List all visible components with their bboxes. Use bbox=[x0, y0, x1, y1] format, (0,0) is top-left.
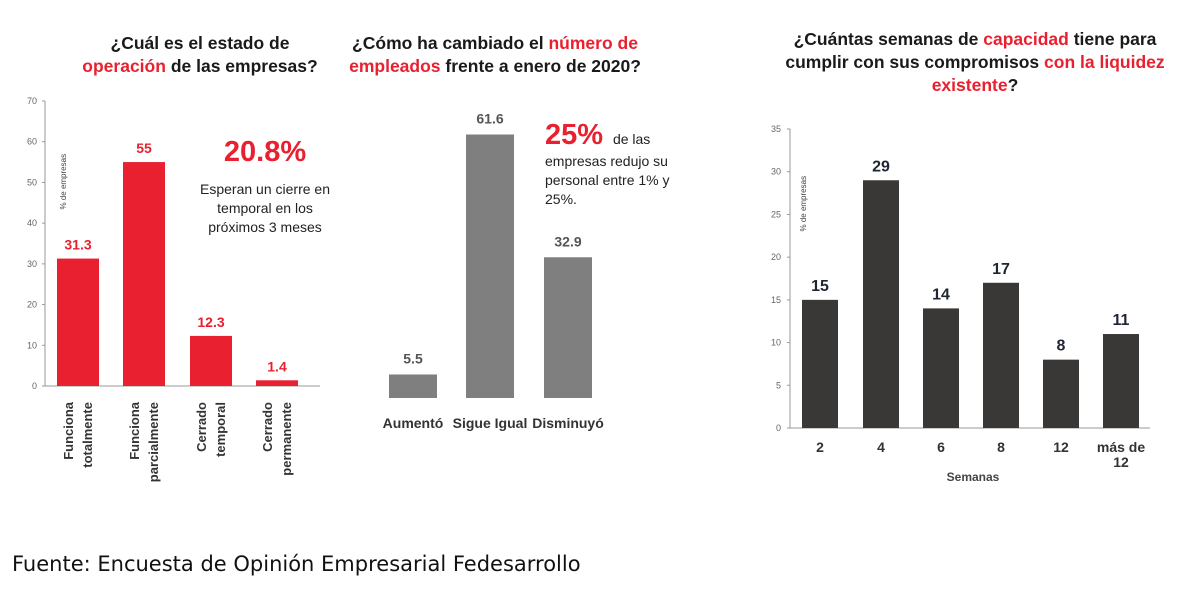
chart1-y-tick-label-4: 40 bbox=[27, 218, 37, 228]
chart2-title: ¿Cómo ha cambiado el número de empleados… bbox=[325, 32, 665, 78]
chart1-bar-3 bbox=[256, 380, 298, 386]
chart1-title-highlight: operación bbox=[82, 56, 166, 76]
chart1-title-part1: ¿Cuál es el estado de bbox=[110, 33, 290, 53]
chart1-bar-0 bbox=[57, 258, 99, 386]
chart3-y-tick-label-3: 15 bbox=[771, 295, 781, 305]
chart3-value-label-0: 15 bbox=[811, 278, 829, 295]
chart3-title-end: ? bbox=[1007, 75, 1019, 95]
chart1-y-tick-label-1: 10 bbox=[27, 340, 37, 350]
chart1-bar-2 bbox=[190, 335, 232, 386]
chart1-x-tick-label-2-0: Cerrado bbox=[194, 402, 209, 452]
chart3-bar-2 bbox=[923, 308, 959, 428]
chart3-x-axis-label: Semanas bbox=[947, 470, 1000, 484]
chart3-title-part3: tiene para cumplir con sus compromisos bbox=[785, 29, 1157, 72]
chart1-annotation-text: Esperan un cierre en temporal en los pró… bbox=[200, 181, 330, 235]
chart1-x-tick-label-3-0: Cerrado bbox=[260, 402, 275, 452]
chart3-title-highlight1: capacidad bbox=[983, 29, 1069, 49]
chart3-bar-4 bbox=[1043, 359, 1079, 428]
chart3-bar-5 bbox=[1103, 334, 1139, 428]
chart2-title-part3: frente a enero de 2020? bbox=[445, 56, 641, 76]
chart1-value-label-1: 55 bbox=[136, 140, 152, 156]
chart3-x-tick-label-5-0: más de bbox=[1097, 439, 1145, 455]
chart2-value-label-2: 32.9 bbox=[554, 233, 581, 249]
chart3-y-tick-label-5: 25 bbox=[771, 209, 781, 219]
chart3-y-tick-label-7: 35 bbox=[771, 124, 781, 134]
chart1-annotation-value: 20.8% bbox=[223, 136, 307, 168]
chart2-annotation-value: 25% bbox=[545, 119, 604, 151]
chart1-x-tick-label-1-0: Funciona bbox=[127, 401, 142, 460]
chart1-y-tick-label-2: 20 bbox=[27, 300, 37, 310]
chart2-value-label-1: 61.6 bbox=[476, 111, 503, 127]
chart2-bar-1 bbox=[466, 134, 514, 398]
chart2-title-highlight: número de empleados bbox=[349, 33, 638, 76]
chart1-title: ¿Cuál es el estado de operación de las e… bbox=[30, 32, 370, 78]
chart3-bar-3 bbox=[983, 282, 1019, 428]
chart3-value-label-5: 11 bbox=[1113, 312, 1130, 329]
chart1-y-axis-label: % de empresas bbox=[59, 154, 68, 210]
chart3-value-label-1: 29 bbox=[872, 158, 890, 175]
chart3-x-tick-label-2: 6 bbox=[937, 439, 945, 455]
chart1-y-tick-label-7: 70 bbox=[27, 96, 37, 106]
chart2-annotation: 25% de las empresas redujo su personal e… bbox=[545, 118, 695, 209]
chart3-x-tick-label-3: 8 bbox=[997, 439, 1005, 455]
chart3-y-tick-label-0: 0 bbox=[776, 423, 781, 433]
chart3-value-label-3: 17 bbox=[992, 261, 1010, 278]
chart1-y-tick-label-0: 0 bbox=[32, 381, 37, 391]
chart1-bar-1 bbox=[123, 162, 165, 386]
chart2-x-tick-label-0: Aumentó bbox=[383, 415, 444, 431]
chart3-x-tick-label-4: 12 bbox=[1053, 439, 1069, 455]
chart3-bar-1 bbox=[863, 180, 899, 428]
chart1-x-tick-label-0-1: totalmente bbox=[80, 402, 95, 468]
chart2-bar-0 bbox=[389, 374, 437, 398]
chart1-y-tick-label-6: 60 bbox=[27, 137, 37, 147]
chart3-title-part1: ¿Cuántas semanas de bbox=[793, 29, 979, 49]
chart3-title-highlight2: con la liquidez existente bbox=[931, 52, 1165, 95]
chart1-y-tick-label-5: 50 bbox=[27, 177, 37, 187]
chart2-title-part1: ¿Cómo ha cambiado el bbox=[352, 33, 544, 53]
chart1-title-part3: de las empresas? bbox=[170, 56, 318, 76]
chart1-x-tick-label-1-1: parcialmente bbox=[146, 402, 161, 482]
chart3-y-tick-label-1: 5 bbox=[776, 380, 781, 390]
chart3-y-tick-label-6: 30 bbox=[771, 167, 781, 177]
chart3-value-label-4: 8 bbox=[1057, 338, 1066, 355]
chart3-title: ¿Cuántas semanas de capacidad tiene para… bbox=[770, 28, 1180, 97]
chart1-x-tick-label-0-0: Funciona bbox=[61, 401, 76, 460]
chart3-y-tick-label-4: 20 bbox=[771, 252, 781, 262]
chart2-x-tick-label-2: Disminuyó bbox=[532, 415, 604, 431]
chart3-value-label-2: 14 bbox=[932, 286, 950, 303]
chart2-bar-2 bbox=[544, 257, 592, 398]
chart3-bar-0 bbox=[802, 299, 838, 428]
chart1-value-label-3: 1.4 bbox=[267, 358, 287, 374]
chart2-annotation-text: de las empresas redujo su personal entre… bbox=[545, 131, 670, 207]
chart1-x-tick-label-2-1: temporal bbox=[213, 402, 228, 457]
chart3-x-tick-label-1: 4 bbox=[877, 439, 885, 455]
chart1-x-tick-label-3-1: permanente bbox=[279, 402, 294, 476]
chart3-x-tick-label-5-1: 12 bbox=[1113, 454, 1129, 470]
chart2-value-label-0: 5.5 bbox=[403, 350, 423, 366]
chart1-value-label-0: 31.3 bbox=[64, 237, 91, 253]
chart1-y-tick-label-3: 30 bbox=[27, 259, 37, 269]
chart3-x-tick-label-0: 2 bbox=[816, 439, 824, 455]
source-note: Fuente: Encuesta de Opinión Empresarial … bbox=[12, 552, 581, 576]
chart3-y-tick-label-2: 10 bbox=[771, 338, 781, 348]
chart3-y-axis-label: % de empresas bbox=[799, 176, 808, 232]
chart1-value-label-2: 12.3 bbox=[197, 314, 224, 330]
chart2-x-tick-label-1: Sigue Igual bbox=[453, 415, 528, 431]
